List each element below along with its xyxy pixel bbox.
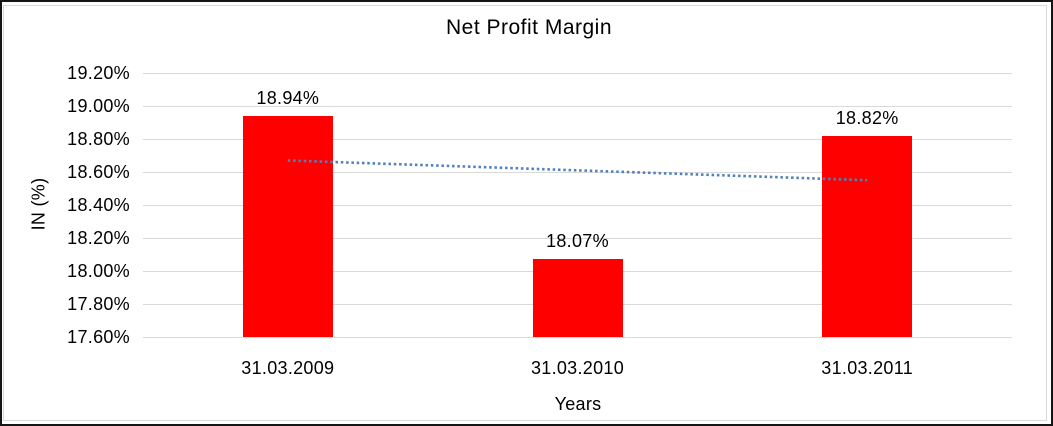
y-axis-tick-labels: 19.20% 19.00% 18.80% 18.60% 18.40% 18.20% 18.0… [0,63,130,347]
x-axis-title: Years [554,394,602,414]
gridline [143,336,1012,338]
bar [532,259,623,337]
y-tick-label: 17.60% [67,327,130,347]
bar-value-label: 18.94% [256,87,320,108]
y-tick-label: 18.00% [67,261,130,281]
x-tick-label: 31.03.2011 [821,358,914,378]
gridline [143,72,1012,74]
gridline [143,171,1012,173]
bar-value-label: 18.07% [546,231,609,252]
x-axis-tick-labels: 31.03.2009 31.03.2010 31.03.2011 [143,358,1012,380]
bar [822,135,913,337]
plot-area: 18.94% 18.07% 18.82% [143,72,1012,338]
y-tick-label: 18.20% [67,228,130,248]
bar [242,115,333,337]
y-tick-label: 18.40% [67,195,130,215]
chart-title: Net Profit Margin [445,16,613,39]
gridline [143,204,1012,206]
y-tick-label: 18.80% [67,129,130,149]
gridline [143,237,1012,239]
y-tick-label: 17.80% [67,294,130,314]
bar-value-label: 18.82% [835,107,899,128]
x-tick-label: 31.03.2009 [241,358,335,378]
gridline [143,105,1012,107]
gridline [143,138,1012,140]
y-tick-label: 18.60% [67,162,130,182]
x-tick-label: 31.03.2010 [530,358,625,378]
y-tick-label: 19.00% [67,96,130,116]
trendline [287,159,868,182]
y-tick-label: 19.20% [67,63,130,83]
